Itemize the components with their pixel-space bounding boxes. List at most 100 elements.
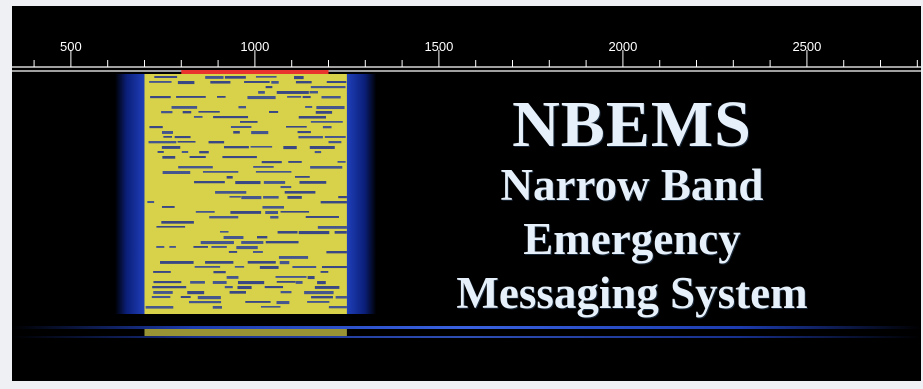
signal-streak <box>277 231 298 234</box>
signal-streak <box>316 106 345 110</box>
signal-streak <box>305 106 313 108</box>
signal-streak <box>145 306 174 309</box>
signal-body <box>144 74 347 314</box>
signal-streak <box>294 76 304 80</box>
signal-streak <box>309 91 318 94</box>
signal-streak <box>149 81 172 83</box>
signal-streak <box>283 146 297 150</box>
signal-streak <box>226 176 233 179</box>
signal-streak <box>326 251 347 254</box>
signal-streak <box>223 146 249 149</box>
signal-streak <box>263 196 279 199</box>
signal-streak <box>298 231 330 235</box>
signal-streak <box>288 161 302 163</box>
title: NBEMS <box>512 88 752 161</box>
signal-streak <box>233 131 240 134</box>
signal-streak <box>147 201 155 204</box>
signal-streak <box>205 261 234 264</box>
signal-streak <box>209 216 239 219</box>
signal-streak <box>252 251 263 253</box>
signal-streak <box>328 306 347 309</box>
signal-streak <box>298 116 326 119</box>
signal-streak <box>180 296 191 299</box>
signal-streak <box>226 276 239 279</box>
signal-streak <box>314 286 340 289</box>
signal-streak <box>334 231 347 234</box>
signal-streak <box>235 181 261 185</box>
signal-streak <box>153 281 182 284</box>
signal-streak <box>299 181 327 184</box>
signal-streak <box>297 131 311 134</box>
signal-streak <box>278 256 309 259</box>
signal-streak <box>262 206 284 209</box>
signal-streak <box>255 76 277 78</box>
signal-streak <box>224 286 233 289</box>
signal-streak <box>307 276 315 280</box>
signal-streak <box>156 246 165 248</box>
signal-streak <box>251 131 269 135</box>
signal-streak <box>210 81 231 84</box>
signal-streak <box>213 116 249 119</box>
signal-streak <box>285 126 307 128</box>
waterfall-display: 500 1000 1500 2000 2500 NBEMS Narrow Band Em… <box>12 6 921 381</box>
signal-streak <box>295 81 312 84</box>
frequency-scale[interactable]: 500 1000 1500 2000 2500 <box>12 6 921 74</box>
signal-streak <box>205 76 224 79</box>
signal-streak <box>261 161 282 164</box>
signal-streak <box>337 161 346 163</box>
waterfall-svg <box>12 74 921 338</box>
signal-streak <box>270 216 279 219</box>
signal-streak <box>268 111 279 113</box>
signal-streak <box>310 166 343 169</box>
signal-streak <box>326 81 347 84</box>
signal-streak <box>161 111 173 114</box>
signal-streak <box>176 96 206 98</box>
signal-streak <box>275 276 307 278</box>
signal-streak <box>160 261 194 264</box>
signal-streak <box>321 96 341 99</box>
signal-streak <box>187 291 205 295</box>
trace-line <box>12 326 921 329</box>
waterfall-panel[interactable] <box>12 74 921 381</box>
signal-streak <box>265 86 273 89</box>
signal-streak <box>280 291 292 294</box>
subtitle-line-2: Emergency <box>523 214 741 264</box>
signal-streak <box>162 156 176 159</box>
signal-streak <box>315 111 333 114</box>
signal-streak <box>163 136 173 138</box>
signal-streak <box>195 211 215 213</box>
signal-streak <box>280 211 310 213</box>
signal-streak <box>258 91 265 94</box>
signal-streak <box>153 291 173 294</box>
signal-streak <box>197 296 221 300</box>
signal-streak <box>174 136 191 139</box>
signal-streak <box>250 146 273 148</box>
signal-streak <box>310 86 346 89</box>
signal-streak <box>224 76 246 79</box>
signal-streak <box>287 196 302 199</box>
signal-streak <box>317 226 347 229</box>
signal-streak <box>161 146 181 149</box>
title-block: NBEMS Narrow Band Emergency Messaging Sy… <box>372 92 892 320</box>
signal-edge-right <box>342 74 377 314</box>
signal-streak <box>182 111 192 114</box>
signal-streak <box>154 76 178 78</box>
signal-streak <box>156 226 186 228</box>
signal-streak <box>222 156 257 159</box>
signal-streak <box>228 251 238 253</box>
tick-label: 1000 <box>240 39 269 54</box>
signal-streak <box>177 81 195 85</box>
signal-streak <box>161 131 173 134</box>
trace-line <box>12 336 921 338</box>
signal-streak <box>307 301 330 303</box>
signal-streak <box>161 221 194 224</box>
signal-streak <box>320 271 329 273</box>
signal-streak <box>229 291 246 294</box>
signal-streak <box>161 206 175 208</box>
signal-streak <box>298 136 323 139</box>
signal-streak <box>240 121 258 123</box>
signal-streak <box>244 81 270 83</box>
signal-streak <box>217 96 226 98</box>
signal-streak <box>200 241 234 245</box>
signal-streak <box>229 196 241 198</box>
